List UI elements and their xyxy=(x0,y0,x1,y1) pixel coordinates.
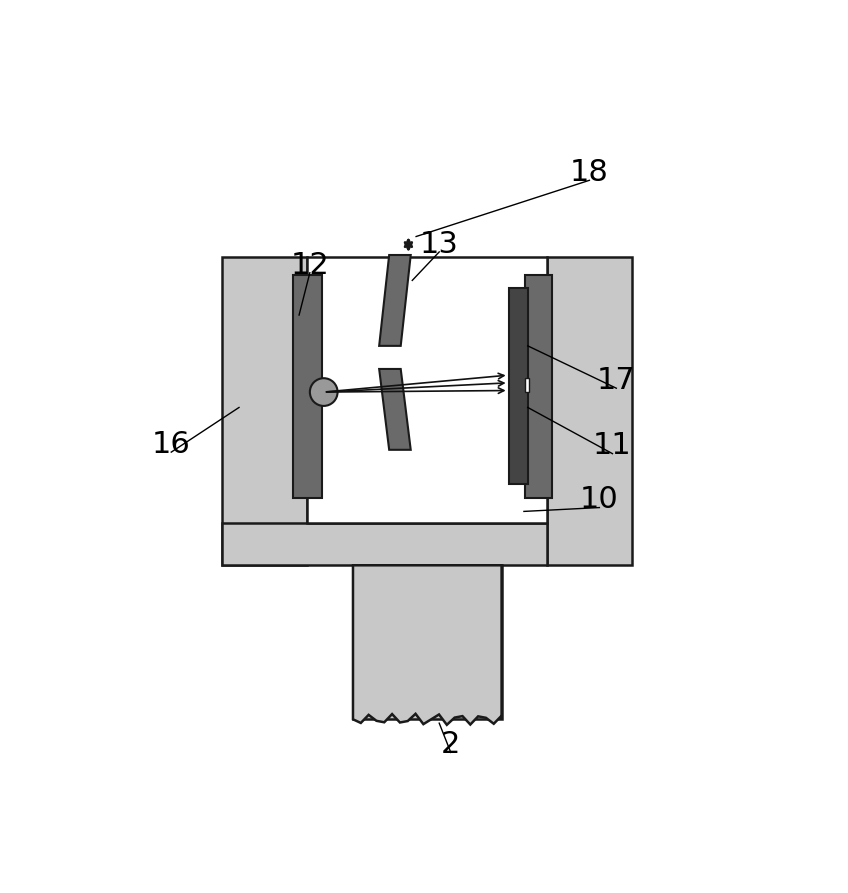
Bar xyxy=(353,565,501,719)
Polygon shape xyxy=(379,369,410,450)
Text: 18: 18 xyxy=(570,158,609,188)
Bar xyxy=(222,257,307,565)
Bar xyxy=(222,523,547,565)
Bar xyxy=(293,275,322,498)
Bar xyxy=(526,275,552,498)
Polygon shape xyxy=(353,565,501,725)
Text: 11: 11 xyxy=(593,431,632,461)
Text: 17: 17 xyxy=(597,366,636,395)
Bar xyxy=(547,257,632,565)
Bar xyxy=(525,379,529,392)
Text: 10: 10 xyxy=(580,486,619,514)
Bar xyxy=(509,288,527,485)
Polygon shape xyxy=(379,255,410,346)
Circle shape xyxy=(310,379,338,406)
Text: 12: 12 xyxy=(291,251,329,280)
Bar xyxy=(307,257,547,523)
Text: 16: 16 xyxy=(152,430,191,459)
Text: 2: 2 xyxy=(441,730,460,759)
Text: 13: 13 xyxy=(420,230,459,259)
